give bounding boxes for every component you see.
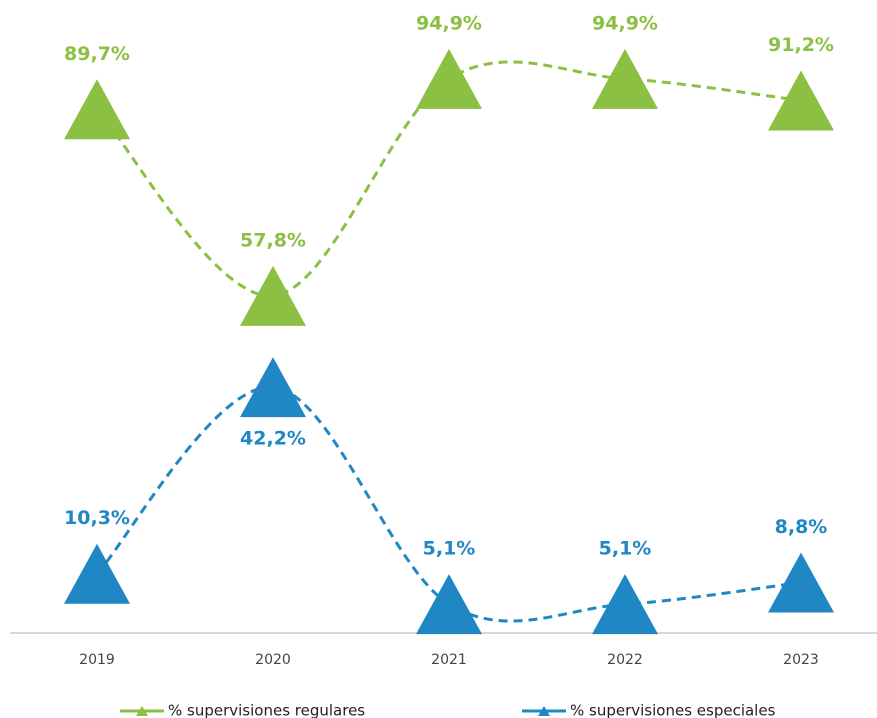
value-label: 89,7% bbox=[64, 43, 130, 65]
value-label: 94,9% bbox=[592, 12, 658, 34]
triangle-marker bbox=[416, 48, 482, 109]
value-label: 91,2% bbox=[768, 34, 834, 56]
value-label: 8,8% bbox=[775, 516, 828, 538]
triangle-marker bbox=[240, 357, 306, 418]
triangle-marker bbox=[240, 265, 306, 326]
value-label: 10,3% bbox=[64, 507, 130, 529]
value-label: 94,9% bbox=[416, 12, 482, 34]
triangle-marker bbox=[64, 543, 130, 604]
series-line bbox=[95, 385, 802, 623]
legend-marker bbox=[136, 706, 148, 716]
triangle-marker bbox=[64, 79, 130, 140]
triangle-marker bbox=[416, 574, 482, 635]
value-label: 5,1% bbox=[423, 538, 476, 560]
value-label: 42,2% bbox=[240, 428, 306, 450]
value-label: 57,8% bbox=[240, 229, 306, 251]
triangle-marker bbox=[768, 70, 834, 131]
legend-label: % supervisiones especiales bbox=[570, 702, 776, 718]
x-tick-label: 2022 bbox=[607, 652, 643, 668]
triangle-marker bbox=[768, 552, 834, 613]
x-tick-label: 2020 bbox=[255, 652, 291, 668]
triangle-marker bbox=[592, 574, 658, 635]
legend-marker bbox=[538, 706, 550, 716]
x-tick-label: 2019 bbox=[79, 652, 115, 668]
legend-label: % supervisiones regulares bbox=[168, 702, 365, 718]
value-label: 5,1% bbox=[599, 538, 652, 560]
triangle-marker bbox=[592, 48, 658, 109]
x-tick-label: 2021 bbox=[431, 652, 467, 668]
x-tick-label: 2023 bbox=[783, 652, 819, 668]
